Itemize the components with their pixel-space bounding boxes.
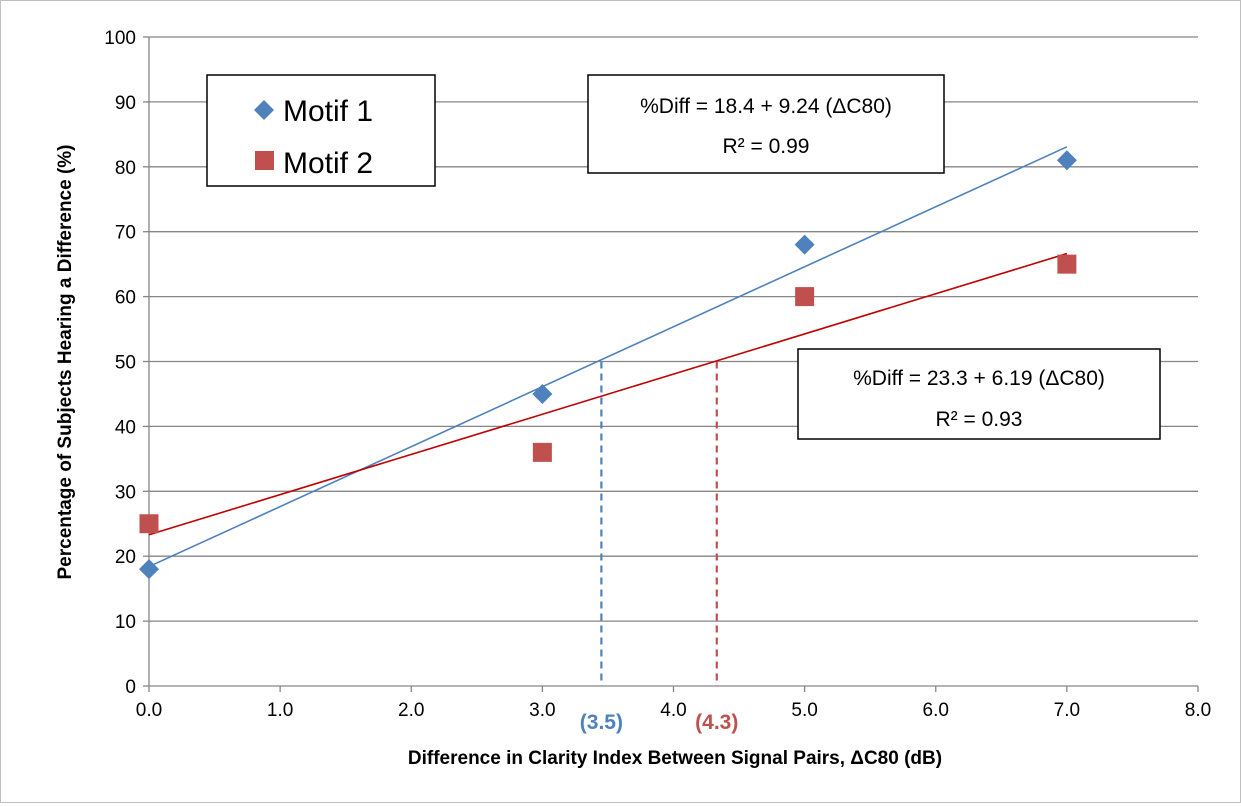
data-point-square [532, 442, 552, 462]
y-tick-label: 90 [115, 93, 136, 114]
label-layer: Difference in Clarity Index Between Sign… [55, 144, 942, 769]
data-point-square [139, 514, 159, 534]
equation-text-motif-1: %Diff = 18.4 + 9.24 (ΔC80) [640, 95, 892, 118]
x-tick-label: 5.0 [791, 700, 817, 721]
data-point-diamond [1056, 150, 1077, 171]
trend-layer [148, 146, 1068, 568]
trendline-motif-1 [148, 146, 1068, 568]
r-squared-text-motif-2: R² = 0.93 [936, 408, 1023, 431]
legend: Motif 1 Motif 2 [206, 74, 436, 187]
x-tick-label: 3.0 [529, 700, 555, 721]
threshold-label: (3.5) [580, 711, 623, 734]
data-point-square [795, 287, 815, 307]
trendline-motif-2 [148, 252, 1068, 536]
equation-box [797, 348, 1161, 440]
legend-square-marker [255, 151, 274, 170]
data-point-diamond [532, 383, 553, 404]
trendline-equation-motif-1: %Diff = 18.4 + 9.24 (ΔC80) R² = 0.99 [587, 74, 945, 174]
threshold-label: (4.3) [695, 711, 738, 734]
x-axis-title: Difference in Clarity Index Between Sign… [408, 748, 942, 769]
annotation-layer: (3.5) (4.3) [580, 361, 738, 734]
legend-item-motif-2: Motif 2 [255, 147, 373, 180]
y-tick-label: 0 [125, 677, 136, 698]
legend-label-motif-1: Motif 1 [283, 95, 373, 128]
data-point-diamond [794, 234, 815, 255]
y-tick-label: 60 [115, 288, 136, 309]
y-tick-label: 40 [115, 417, 136, 438]
y-tick-label: 20 [115, 547, 136, 568]
trendline-equation-motif-2: %Diff = 23.3 + 6.19 (ΔC80) R² = 0.93 [797, 348, 1161, 440]
y-axis-title: Percentage of Subjects Hearing a Differe… [55, 144, 76, 579]
legend-label-motif-2: Motif 2 [283, 147, 373, 180]
y-tick-label: 10 [115, 612, 136, 633]
legend-diamond-marker [254, 100, 274, 120]
y-tick-label: 30 [115, 482, 136, 503]
equation-box [587, 74, 945, 174]
data-point-square [1057, 254, 1077, 274]
point-layer [139, 150, 1077, 580]
y-tick-label: 50 [115, 353, 136, 374]
equation-text-motif-2: %Diff = 23.3 + 6.19 (ΔC80) [853, 367, 1105, 390]
x-tick-label: 7.0 [1054, 700, 1080, 721]
x-tick-label: 8.0 [1185, 700, 1211, 721]
x-tick-label: 1.0 [267, 700, 293, 721]
r-squared-text-motif-1: R² = 0.99 [723, 135, 810, 158]
y-tick-label: 70 [115, 223, 136, 244]
y-tick-label: 80 [115, 158, 136, 179]
legend-box [206, 74, 436, 187]
x-tick-label: 6.0 [923, 700, 949, 721]
y-tick-label: 100 [104, 28, 136, 49]
x-tick-label: 4.0 [660, 700, 686, 721]
legend-item-motif-1: Motif 1 [254, 95, 373, 128]
x-tick-label: 2.0 [398, 700, 424, 721]
x-tick-label: 0.0 [136, 700, 162, 721]
data-point-diamond [139, 559, 159, 580]
